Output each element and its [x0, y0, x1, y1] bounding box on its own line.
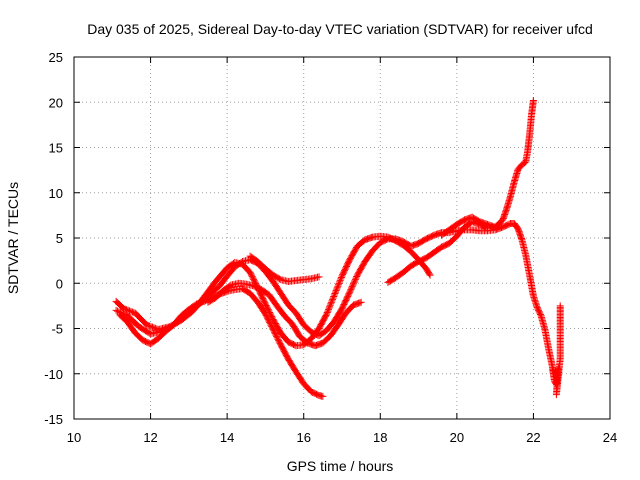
y-tick-label: -5 — [51, 322, 63, 337]
series-fill-markers — [247, 253, 321, 285]
x-tick-label: 20 — [450, 430, 464, 445]
series-fill-markers — [549, 303, 564, 397]
series-arc-d — [204, 279, 365, 350]
series-arc-e — [246, 252, 323, 285]
series-fill-markers — [205, 279, 364, 349]
axis-ticks: 10 12 14 16 18 20 22 24 -15 -10 -5 0 5 10 15 20 25 — [44, 50, 617, 445]
y-axis-title: SDTVAR / TECUs — [5, 182, 21, 294]
data-point — [112, 306, 120, 314]
x-tick-label: 12 — [143, 430, 157, 445]
y-tick-label: 20 — [49, 95, 63, 110]
chart-title: Day 035 of 2025, Sidereal Day-to-day VTE… — [87, 21, 593, 37]
data-point — [330, 291, 338, 299]
x-tick-label: 10 — [67, 430, 81, 445]
y-tick-label: -10 — [44, 367, 63, 382]
y-tick-label: 5 — [56, 231, 63, 246]
x-tick-label: 14 — [220, 430, 234, 445]
y-tick-label: -15 — [44, 412, 63, 427]
series-tail — [549, 302, 564, 399]
y-tick-label: 10 — [49, 186, 63, 201]
x-tick-label: 22 — [526, 430, 540, 445]
series-arc-g — [438, 213, 499, 239]
x-tick-label: 24 — [603, 430, 617, 445]
y-tick-label: 0 — [56, 276, 63, 291]
x-tick-label: 18 — [373, 430, 387, 445]
plot-frame — [73, 56, 611, 420]
x-axis-title: GPS time / hours — [287, 458, 394, 474]
data-points — [112, 96, 564, 400]
y-tick-label: 15 — [49, 141, 63, 156]
series-arc-c — [116, 285, 327, 400]
y-tick-label: 25 — [49, 50, 63, 65]
x-tick-label: 16 — [296, 430, 310, 445]
series-fill-markers — [439, 214, 498, 238]
